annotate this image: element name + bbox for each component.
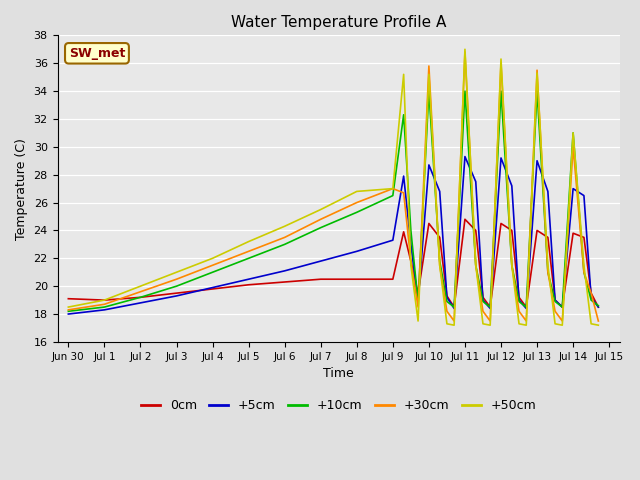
- X-axis label: Time: Time: [323, 367, 354, 380]
- Text: SW_met: SW_met: [68, 47, 125, 60]
- Title: Water Temperature Profile A: Water Temperature Profile A: [231, 15, 447, 30]
- Legend: 0cm, +5cm, +10cm, +30cm, +50cm: 0cm, +5cm, +10cm, +30cm, +50cm: [136, 394, 541, 417]
- Y-axis label: Temperature (C): Temperature (C): [15, 138, 28, 240]
